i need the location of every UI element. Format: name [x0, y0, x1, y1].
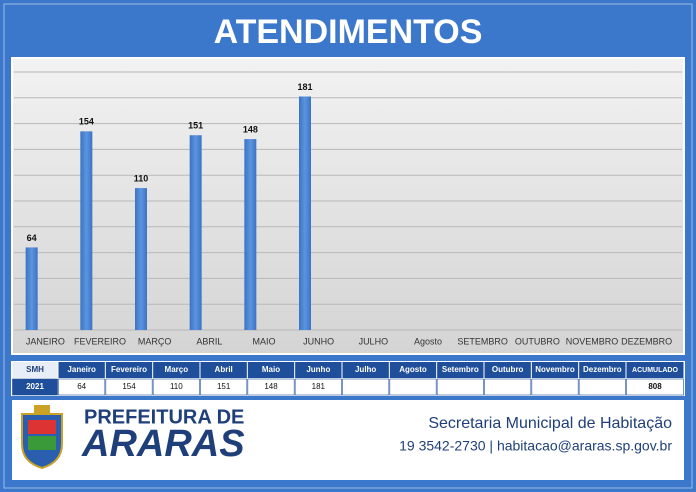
header-cell	[153, 362, 200, 378]
x-tick-label: MAIO	[252, 336, 275, 346]
x-tick-label: NOVEMBRO	[566, 336, 619, 346]
data-cell	[626, 378, 684, 396]
data-cell	[294, 378, 342, 396]
header-text: Setembro	[442, 365, 479, 374]
header-text: Janeiro	[67, 365, 96, 374]
header-cell	[579, 362, 626, 378]
data-cell	[58, 378, 106, 396]
x-tick-label: DEZEMBRO	[621, 336, 672, 346]
value-label: 151	[188, 121, 203, 131]
header-text: Março	[165, 365, 189, 374]
table-value: 154	[122, 382, 136, 391]
x-tick-label: FEVEREIRO	[74, 336, 126, 346]
x-tick-label: Agosto	[414, 336, 442, 346]
bar	[244, 139, 257, 330]
table-value: 64	[77, 382, 86, 391]
header-text: Abril	[215, 365, 233, 374]
data-cell	[342, 378, 390, 396]
header-cell	[200, 362, 247, 378]
data-cell	[152, 378, 200, 396]
header-cell	[105, 362, 153, 378]
header-text: Dezembro	[583, 365, 622, 374]
bar	[135, 188, 147, 330]
value-label: 64	[27, 233, 37, 243]
table-value: 110	[170, 382, 183, 391]
data-cell	[247, 378, 295, 396]
header-cell	[58, 362, 105, 378]
plot-area	[11, 57, 685, 355]
footer-box	[12, 400, 684, 480]
x-tick-label: ABRIL	[196, 336, 222, 346]
header-text: Novembro	[535, 365, 575, 374]
value-label: 110	[134, 173, 149, 183]
department: Secretaria Municipal de Habitação	[428, 415, 672, 432]
header-cell	[12, 362, 58, 378]
header-text: Agosto	[399, 365, 427, 374]
bar	[80, 131, 93, 330]
table-total: 808	[648, 382, 662, 391]
value-label: 148	[243, 124, 258, 134]
x-tick-label: JUNHO	[303, 336, 334, 346]
logo	[21, 405, 63, 470]
header-text: Julho	[355, 365, 376, 374]
value-label: 181	[297, 82, 312, 92]
header-text: Maio	[262, 365, 280, 374]
table-value: 181	[312, 382, 326, 391]
bar	[299, 96, 311, 330]
header-cell	[389, 362, 437, 378]
header-cell	[437, 362, 484, 378]
data-cell	[578, 378, 626, 396]
header-text: Outubro	[492, 365, 524, 374]
row-label: 2021	[26, 382, 44, 391]
data-cell	[389, 378, 437, 396]
x-tick-label: OUTUBRO	[515, 336, 560, 346]
data-cell	[200, 378, 248, 396]
header-text: ACUMULADO	[632, 367, 678, 374]
bar	[25, 247, 38, 330]
x-tick-label: MARÇO	[138, 336, 172, 346]
data-cell	[105, 378, 153, 396]
org-line2: ARARAS	[81, 423, 245, 465]
header-cell	[484, 362, 531, 378]
header-text: Junho	[306, 365, 330, 374]
table-value: 148	[264, 382, 278, 391]
chart-title: ATENDIMENTOS	[214, 13, 483, 51]
x-tick-label: JANEIRO	[26, 336, 65, 346]
data-cell	[484, 378, 532, 396]
contact: 19 3542-2730 | habitacao@araras.sp.gov.b…	[399, 438, 672, 454]
x-tick-label: JULHO	[359, 336, 389, 346]
header-cell	[531, 362, 579, 378]
bar	[189, 135, 202, 330]
header-cell	[295, 362, 342, 378]
frame	[3, 3, 693, 489]
data-cell	[12, 378, 58, 396]
x-tick-label: SETEMBRO	[457, 336, 508, 346]
data-cell	[436, 378, 484, 396]
header-cell	[626, 362, 684, 378]
table-value: 151	[217, 382, 231, 391]
org-line1: PREFEITURA DE	[84, 406, 244, 428]
value-label: 154	[79, 117, 94, 127]
header-text: SMH	[26, 365, 44, 374]
header-cell	[247, 362, 295, 378]
header-text: Fevereiro	[111, 365, 147, 374]
data-cell	[531, 378, 579, 396]
header-cell	[342, 362, 389, 378]
